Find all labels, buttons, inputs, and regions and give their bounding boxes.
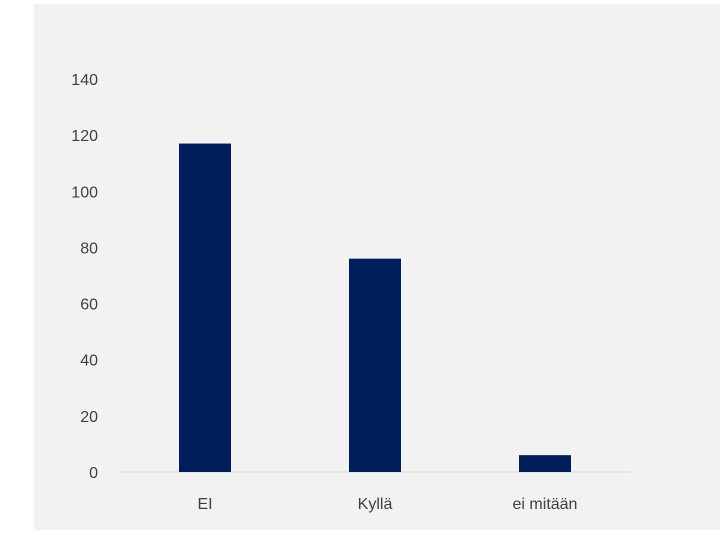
bars-group — [179, 143, 571, 473]
x-axis-tick-labels: EI Kyllä ei mitään — [197, 496, 577, 513]
y-tick-label: 120 — [71, 128, 98, 145]
y-tick-label: 80 — [80, 240, 98, 257]
x-tick-label: EI — [197, 496, 212, 513]
y-tick-label: 140 — [71, 72, 98, 89]
y-tick-label: 100 — [71, 184, 98, 201]
bar-2 — [519, 455, 571, 472]
bar-0 — [179, 143, 231, 473]
y-tick-label: 0 — [89, 465, 98, 482]
y-tick-label: 20 — [80, 409, 98, 426]
bar-1 — [349, 258, 401, 472]
x-tick-label: ei mitään — [513, 496, 578, 513]
y-axis-tick-labels: 0 20 40 60 80 100 120 140 — [71, 72, 98, 482]
x-tick-label: Kyllä — [358, 496, 393, 513]
y-tick-label: 40 — [80, 353, 98, 370]
y-tick-label: 60 — [80, 297, 98, 314]
